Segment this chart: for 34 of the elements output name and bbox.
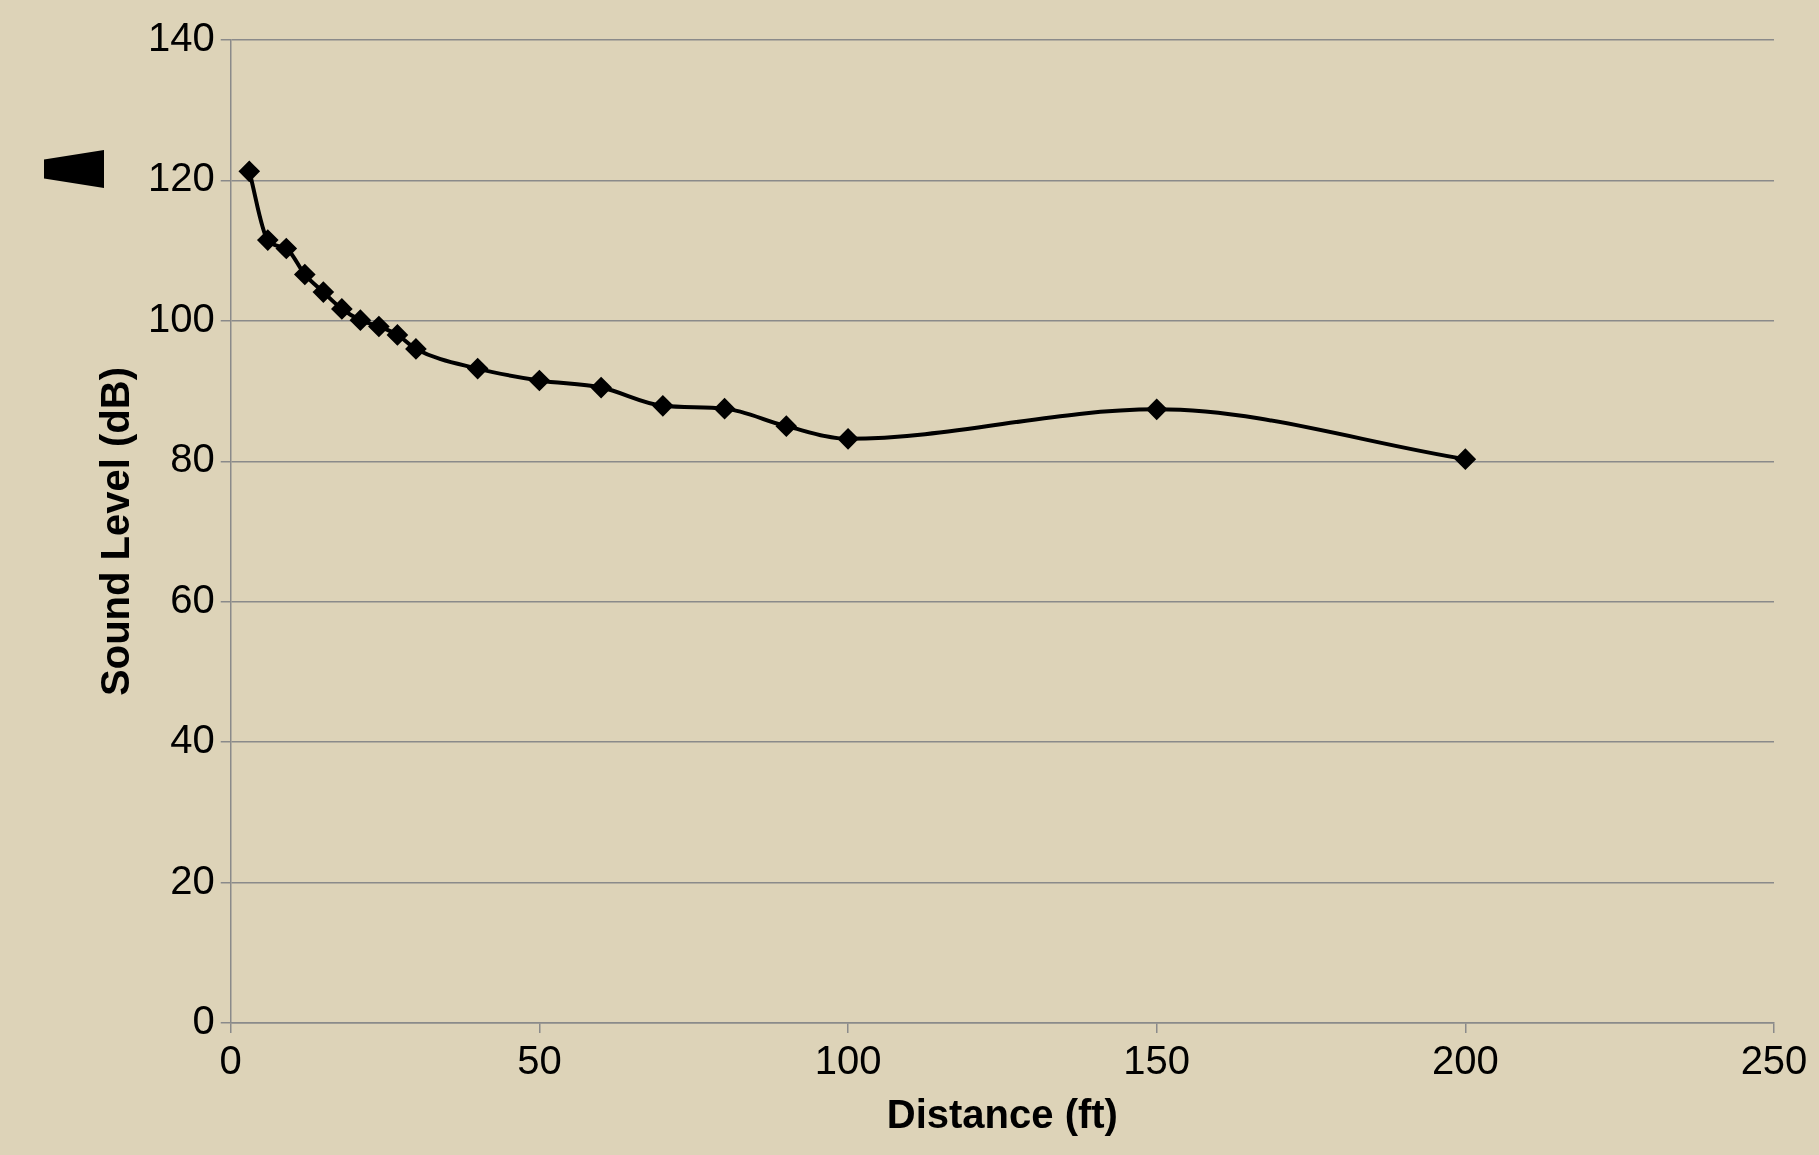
y-tick-label: 120 (147, 155, 215, 200)
point (467, 358, 488, 379)
y-tick-label: 20 (170, 857, 215, 902)
point (405, 338, 426, 359)
y-tick-label: 100 (147, 295, 215, 340)
point (1146, 399, 1167, 420)
point (529, 370, 550, 391)
point (239, 161, 260, 182)
x-tick-label: 50 (517, 1038, 562, 1083)
y-tick-label: 140 (147, 15, 215, 60)
point (776, 416, 797, 437)
y-axis-title: Sound Level (dB) (93, 367, 138, 696)
y-tick-label: 40 (170, 717, 215, 762)
point (257, 230, 278, 251)
x-tick-label: 100 (814, 1038, 882, 1083)
point (331, 298, 352, 319)
point (714, 398, 735, 419)
x-axis-title: Distance (ft) (886, 1092, 1118, 1137)
x-tick-label: 200 (1431, 1038, 1499, 1083)
y-tick-label: 60 (170, 576, 215, 621)
point (387, 324, 408, 345)
y-tick-label: 80 (170, 436, 215, 481)
point (276, 238, 297, 259)
point (368, 316, 389, 337)
point (652, 395, 673, 416)
point (313, 282, 334, 303)
point (350, 310, 371, 331)
y-tick-label: 0 (192, 998, 215, 1043)
point (1455, 449, 1476, 470)
x-tick-label: 250 (1740, 1038, 1808, 1083)
x-tick-label: 150 (1123, 1038, 1191, 1083)
point (591, 377, 612, 398)
point (294, 264, 315, 285)
point (838, 428, 859, 449)
